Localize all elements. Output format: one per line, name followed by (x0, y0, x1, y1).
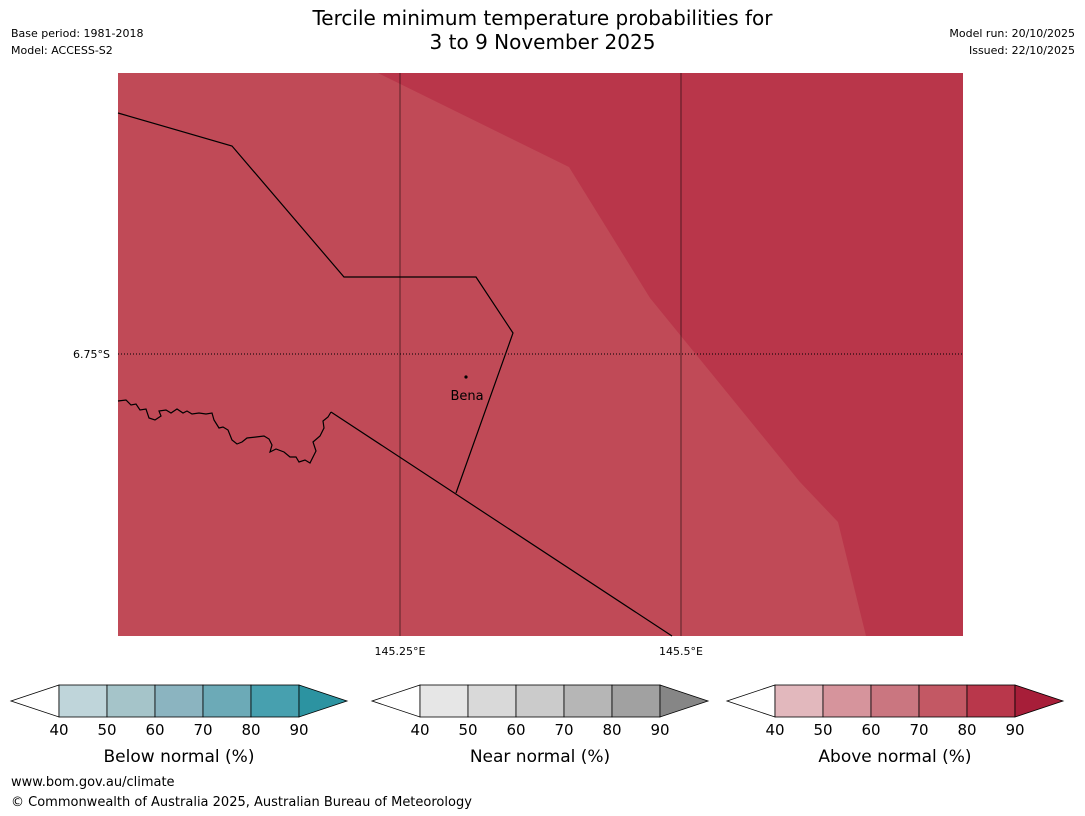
legend-above-normal-box-40-50 (774, 684, 824, 718)
legend-above-normal: 40 50 60 70 80 90 Above normal (%) (725, 684, 1065, 767)
lon-label-2: 145.5°E (659, 645, 703, 658)
legend-below-normal: 40 50 60 70 80 90 Below normal (%) (9, 684, 349, 767)
legend-above-normal-tick-80: 80 (957, 721, 976, 739)
meta-right: Model run: 20/10/2025 Issued: 22/10/2025 (949, 25, 1075, 59)
province-border (117, 112, 514, 494)
footer-copyright: © Commonwealth of Australia 2025, Austra… (11, 795, 472, 810)
legend-below-normal-max-arrow (298, 684, 349, 718)
legend-near-normal-label: Near normal (%) (470, 747, 610, 767)
legend-above-normal-tick-40: 40 (765, 721, 784, 739)
legend-above-normal-box-50-60 (822, 684, 872, 718)
region-80-90 (378, 73, 963, 636)
legend-below-normal-tick-90: 90 (289, 721, 308, 739)
legend-near-normal-box-60-70 (515, 684, 565, 718)
legend-above-normal-tick-50: 50 (813, 721, 832, 739)
bena-marker (464, 375, 468, 379)
legend-near-normal-max-arrow (659, 684, 710, 718)
legend-above-normal-tick-70: 70 (909, 721, 928, 739)
legend-near-normal-tick-50: 50 (458, 721, 477, 739)
legend-above-normal-tick-60: 60 (861, 721, 880, 739)
legend-below-normal-tick-60: 60 (145, 721, 164, 739)
legend-near-normal-box-80-90 (611, 684, 661, 718)
legend-below-normal-tick-80: 80 (241, 721, 260, 739)
title-line-2: 3 to 9 November 2025 (429, 30, 656, 54)
issued-date: Issued: 22/10/2025 (968, 44, 1075, 57)
legend-below-normal-tick-40: 40 (49, 721, 68, 739)
legend-near-normal-box-70-80 (563, 684, 613, 718)
bena-label: Bena (450, 389, 483, 404)
legend-near-normal-box-40-50 (419, 684, 469, 718)
lon-label-1: 145.25°E (375, 645, 426, 658)
river-border (117, 399, 332, 464)
title-line-1: Tercile minimum temperature probabilitie… (312, 6, 773, 30)
legend-above-normal-min-arrow (725, 684, 776, 718)
legend-above-normal-max-arrow (1014, 684, 1065, 718)
legend-near-normal: 40 50 60 70 80 90 Near normal (%) (370, 684, 710, 767)
legend-near-normal-box-50-60 (467, 684, 517, 718)
legend-below-normal-min-arrow (9, 684, 60, 718)
legend-near-normal-tick-60: 60 (506, 721, 525, 739)
base-period: Base period: 1981-2018 (11, 27, 144, 40)
legend-below-normal-box-80-90 (250, 684, 300, 718)
legend-above-normal-tick-90: 90 (1005, 721, 1024, 739)
meta-left: Base period: 1981-2018 Model: ACCESS-S2 (11, 25, 143, 59)
legend-near-normal-min-arrow (370, 684, 421, 718)
legend-below-normal-box-40-50 (58, 684, 108, 718)
legend-below-normal-tick-70: 70 (193, 721, 212, 739)
legend-below-normal-tick-50: 50 (97, 721, 116, 739)
legend-above-normal-box-70-80 (918, 684, 968, 718)
legend-above-normal-label: Above normal (%) (818, 747, 971, 767)
legend-near-normal-tick-70: 70 (554, 721, 573, 739)
lat-label: 6.75°S (73, 348, 110, 361)
legend-below-normal-label: Below normal (%) (104, 747, 255, 767)
map-title: Tercile minimum temperature probabilitie… (0, 6, 1085, 54)
legend-near-normal-tick-40: 40 (410, 721, 429, 739)
legend-below-normal-box-70-80 (202, 684, 252, 718)
legend-near-normal-tick-90: 90 (650, 721, 669, 739)
footer-url[interactable]: www.bom.gov.au/climate (11, 775, 175, 790)
map-area: Bena (117, 73, 963, 637)
legend-below-normal-box-50-60 (106, 684, 156, 718)
model-run: Model run: 20/10/2025 (949, 27, 1075, 40)
model-name: Model: ACCESS-S2 (11, 44, 113, 57)
legend-above-normal-box-80-90 (966, 684, 1016, 718)
legend-below-normal-box-60-70 (154, 684, 204, 718)
legend-near-normal-tick-80: 80 (602, 721, 621, 739)
legend-above-normal-box-60-70 (870, 684, 920, 718)
province-border-south (330, 411, 673, 637)
